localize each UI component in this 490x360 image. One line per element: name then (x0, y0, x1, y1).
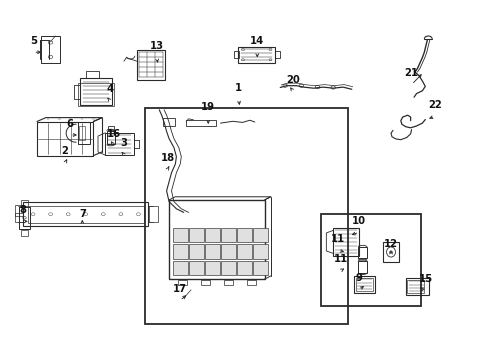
Text: 6: 6 (67, 118, 74, 129)
Bar (170, 200, 265, 279)
Text: 15: 15 (419, 274, 433, 284)
Bar (149, 206, 158, 222)
Text: 1: 1 (235, 82, 242, 93)
Bar (23, 202, 148, 226)
Text: 21: 21 (405, 68, 418, 78)
Bar (137, 50, 165, 80)
Bar (224, 280, 233, 285)
Bar (77, 122, 90, 144)
Bar (275, 51, 280, 58)
Bar (80, 78, 112, 105)
Text: 7: 7 (79, 208, 86, 219)
Bar (189, 228, 204, 242)
Text: 18: 18 (161, 153, 174, 163)
Bar (234, 51, 239, 58)
Bar (354, 276, 375, 293)
Bar (105, 133, 134, 155)
Bar (237, 228, 252, 242)
Bar (333, 228, 359, 256)
Text: 12: 12 (384, 239, 398, 249)
Text: 19: 19 (201, 102, 215, 112)
Bar (178, 280, 187, 285)
Text: 11: 11 (331, 234, 345, 244)
Bar (253, 261, 269, 275)
Bar (107, 131, 115, 144)
Bar (173, 261, 188, 275)
Bar (221, 228, 236, 242)
Text: 4: 4 (107, 84, 114, 94)
Text: 14: 14 (250, 36, 265, 46)
Bar (205, 244, 220, 259)
Bar (406, 278, 429, 295)
Bar (321, 214, 421, 306)
Bar (37, 122, 93, 156)
Bar (21, 230, 28, 236)
Text: 22: 22 (428, 100, 442, 110)
Text: 16: 16 (107, 129, 121, 139)
Bar (407, 280, 424, 293)
Bar (173, 244, 188, 259)
Text: 20: 20 (286, 75, 300, 85)
Text: 8: 8 (19, 205, 26, 215)
Bar (186, 120, 216, 126)
Bar (108, 126, 114, 130)
Bar (247, 280, 256, 285)
Bar (15, 213, 23, 222)
Text: 13: 13 (150, 41, 164, 51)
Bar (239, 46, 275, 63)
Bar (163, 118, 175, 126)
Text: 10: 10 (352, 216, 366, 226)
Bar (27, 206, 144, 222)
Bar (221, 261, 236, 275)
Text: 11: 11 (333, 254, 348, 264)
Bar (205, 261, 220, 275)
Bar (237, 244, 252, 259)
Text: 17: 17 (173, 284, 187, 294)
Bar (358, 261, 367, 273)
Bar (15, 205, 23, 216)
Bar (358, 247, 367, 258)
Bar (237, 261, 252, 275)
Bar (383, 242, 399, 262)
Text: 9: 9 (355, 273, 362, 283)
Bar (173, 228, 188, 242)
Bar (253, 228, 269, 242)
Bar (19, 207, 30, 229)
Bar (41, 36, 60, 63)
Bar (205, 228, 220, 242)
Bar (356, 278, 373, 291)
Bar (221, 244, 236, 259)
Bar (86, 71, 98, 78)
Text: 2: 2 (62, 146, 69, 156)
Bar (189, 261, 204, 275)
Bar (77, 83, 114, 107)
Bar (21, 200, 28, 206)
Bar (79, 126, 85, 140)
Text: 3: 3 (121, 138, 127, 148)
Bar (201, 280, 210, 285)
Bar (189, 244, 204, 259)
Bar (145, 108, 348, 324)
Text: 5: 5 (30, 36, 37, 46)
Bar (253, 244, 269, 259)
